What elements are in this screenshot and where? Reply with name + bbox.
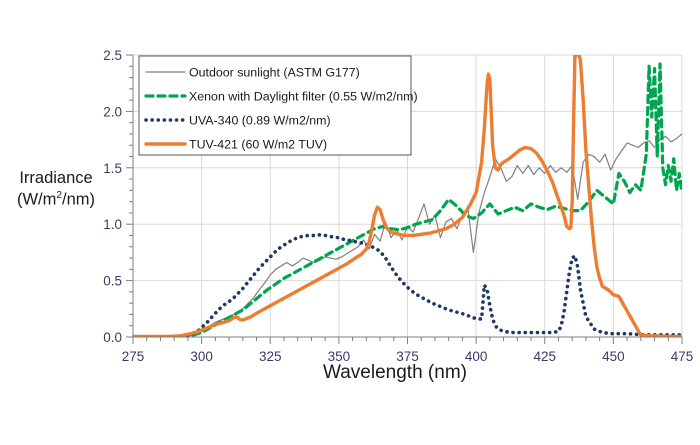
x-tick-label: 275: [122, 349, 145, 364]
series-line-tuv421: [133, 55, 682, 337]
y-tick-label: 1.0: [103, 217, 122, 232]
series-line-xenon: [133, 62, 682, 337]
legend-label-uva340: UVA-340 (0.89 W/m2/nm): [189, 114, 331, 128]
y-tick-label: 0.0: [103, 330, 122, 345]
x-tick-label: 475: [671, 349, 694, 364]
axis-lines: [132, 55, 682, 338]
y-tick-label: 2.5: [103, 48, 122, 63]
y-axis-label-units-prefix: (W/m: [16, 190, 57, 209]
y-axis-label-line1: Irradiance: [19, 169, 93, 187]
data-series-group: [133, 55, 682, 337]
x-tick-label: 325: [259, 349, 282, 364]
x-tick-label: 375: [396, 349, 419, 364]
legend-label-tuv421: TUV-421 (60 W/m2 TUV): [189, 138, 327, 152]
axis-ticks: [126, 54, 683, 344]
y-tick-label: 2.0: [103, 104, 122, 119]
y-axis-label-superscript: 2: [56, 190, 63, 202]
x-tick-label: 400: [465, 349, 488, 364]
y-tick-label: 0.5: [103, 274, 122, 289]
legend: Outdoor sunlight (ASTM G177) Xenon with D…: [138, 55, 418, 156]
y-axis-label-units-suffix: /nm): [62, 190, 96, 209]
legend-label-xenon: Xenon with Daylight filter (0.55 W/m2/nm…: [189, 90, 418, 104]
y-tick-label: 1.5: [103, 161, 122, 176]
axis-tick-labels: 0.0 0.5 1.0 1.5 2.0 2.5 275 300 325 350 375 400 425 4…: [103, 48, 693, 364]
y-axis-label-line2: (W/m2/nm): [2, 189, 110, 211]
x-tick-label: 350: [328, 349, 351, 364]
x-axis-label: Wavelength (nm): [323, 362, 467, 383]
legend-label-sunlight: Outdoor sunlight (ASTM G177): [189, 66, 360, 80]
x-tick-label: 300: [190, 349, 213, 364]
series-line-sunlight: [133, 133, 682, 337]
series-line-uva340: [133, 233, 682, 337]
x-tick-label: 425: [533, 349, 556, 364]
y-axis-label: Irradiance (W/m2/nm): [2, 168, 110, 211]
x-tick-label: 450: [602, 349, 625, 364]
